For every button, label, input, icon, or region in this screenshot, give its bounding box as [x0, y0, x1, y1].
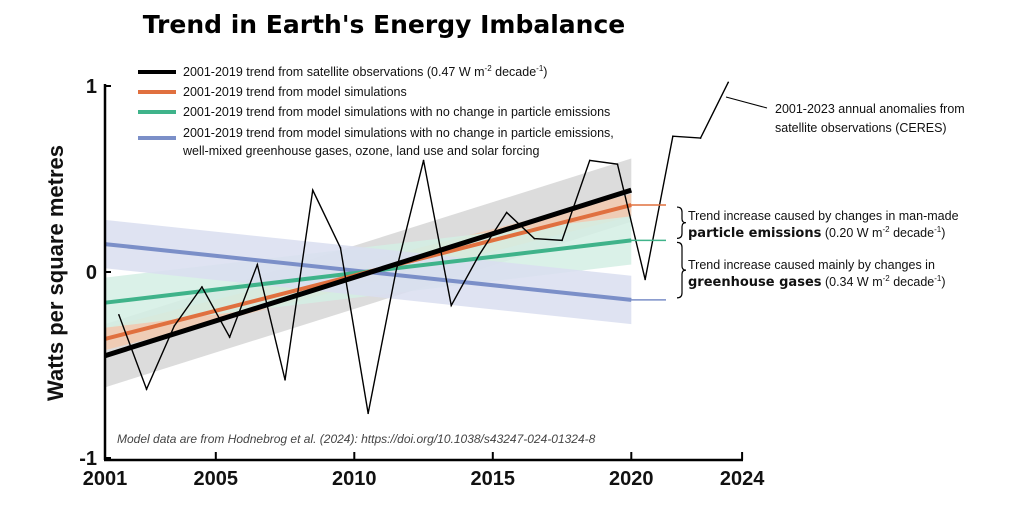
bracket-particle-line2: particle emissions (0.20 W m-2 decade-1)	[688, 225, 945, 241]
trend-line-satellite	[104, 187, 633, 359]
anomaly-point-2011	[395, 271, 397, 273]
y-tick-label-0: 0	[86, 262, 97, 284]
anomaly-point-2003	[173, 325, 176, 327]
anomaly-point-2006	[256, 263, 259, 266]
y-axis-label: Watts per square metres	[43, 145, 68, 401]
bracket-particle-line1: Trend increase caused by changes in man-…	[688, 209, 959, 223]
anomaly-point-2020	[644, 278, 646, 281]
legend-label-satellite: 2001-2019 trend from satellite observati…	[183, 64, 547, 79]
x-tick-label-2001: 2001	[83, 468, 128, 490]
x-ticks: 2001 2005 2010 2015 2020 2024	[83, 452, 765, 490]
legend-label-no-particle: 2001-2019 trend from model simulations w…	[183, 105, 610, 119]
anomaly-point-2021	[672, 135, 674, 138]
anomaly-point-2019	[616, 163, 619, 165]
anomaly-point-2018	[588, 159, 591, 162]
legend: 2001-2019 trend from satellite observati…	[138, 64, 614, 158]
chart-title: Trend in Earth's Energy Imbalance	[143, 10, 626, 39]
bracket-ghg-line1: Trend increase caused mainly by changes …	[688, 258, 935, 272]
anomaly-point-2016	[533, 237, 536, 240]
anomaly-point-2008	[311, 189, 314, 191]
legend-label-no-forcing-line2: well-mixed greenhouse gases, ozone, land…	[182, 144, 540, 158]
anomaly-leader-line	[725, 96, 768, 109]
bracket-ghg-line2: greenhouse gases (0.34 W m-2 decade-1)	[688, 274, 946, 290]
anomaly-point-2015	[505, 211, 508, 214]
legend-label-no-forcing: 2001-2019 trend from model simulations w…	[183, 126, 614, 140]
y-tick-label--1: -1	[79, 448, 97, 470]
x-tick-label-2024: 2024	[720, 468, 765, 490]
trend-lines	[104, 187, 633, 359]
anomaly-point-2007	[284, 379, 286, 381]
anomaly-label-line2: satellite observations (CERES)	[775, 121, 947, 135]
brace-0	[676, 206, 687, 239]
x-tick-label-2015: 2015	[471, 468, 516, 490]
anomaly-point-2005	[228, 336, 231, 338]
brace-1	[676, 241, 687, 299]
anomaly-point-2023	[727, 81, 730, 84]
anomaly-point-2001	[118, 313, 120, 316]
x-tick-label-2020: 2020	[609, 468, 654, 490]
anomaly-point-2017	[561, 239, 563, 242]
anomaly-point-2002	[145, 388, 148, 390]
anomaly-point-2012	[422, 159, 425, 162]
legend-label-model: 2001-2019 trend from model simulations	[183, 85, 407, 99]
source-note: Model data are from Hodnebrog et al. (20…	[117, 432, 596, 446]
anomaly-point-2022	[699, 137, 702, 139]
y-ticks: 1 0 -1	[79, 76, 111, 470]
anomaly-label-line1: 2001-2023 annual anomalies from	[775, 102, 965, 116]
anomaly-point-2014	[478, 254, 480, 257]
anomaly-point-2004	[201, 286, 203, 288]
trend-brackets: Trend increase caused by changes in man-…	[630, 204, 959, 301]
anomaly-point-2013	[450, 304, 453, 307]
y-tick-label-1: 1	[86, 76, 97, 98]
anomaly-series	[118, 81, 730, 415]
x-tick-label-2005: 2005	[194, 468, 239, 490]
x-tick-label-2010: 2010	[332, 468, 377, 490]
anomaly-point-2010	[367, 412, 369, 415]
anomaly-point-2009	[339, 247, 342, 249]
